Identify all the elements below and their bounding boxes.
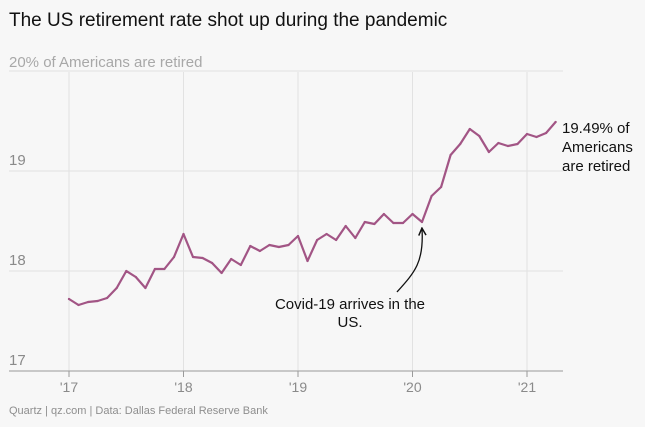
data-point bbox=[478, 134, 481, 138]
y-tick-label: 19 bbox=[9, 152, 26, 169]
y-tick-label: 17 bbox=[9, 352, 26, 369]
grid-lines bbox=[9, 70, 563, 371]
data-point bbox=[468, 127, 471, 131]
data-point bbox=[316, 238, 319, 242]
y-tick-label: 18 bbox=[9, 252, 26, 269]
data-point bbox=[335, 238, 338, 242]
data-point bbox=[182, 232, 185, 236]
data-point bbox=[201, 256, 204, 260]
data-point bbox=[134, 275, 137, 279]
data-point bbox=[430, 194, 433, 198]
x-tick-label: '19 bbox=[289, 379, 307, 395]
data-point bbox=[153, 267, 156, 271]
data-point bbox=[373, 222, 376, 226]
data-point bbox=[230, 257, 233, 261]
x-tick-label: '20 bbox=[403, 379, 421, 395]
data-point bbox=[459, 142, 462, 146]
x-tick-label: '18 bbox=[174, 379, 192, 395]
data-point bbox=[344, 224, 347, 228]
source-credit: Quartz | qz.com | Data: Dallas Federal R… bbox=[9, 405, 268, 417]
data-point bbox=[449, 153, 452, 157]
data-point bbox=[191, 255, 195, 259]
data-point bbox=[287, 243, 290, 247]
data-point bbox=[506, 144, 509, 148]
data-point bbox=[163, 267, 166, 271]
data-point bbox=[306, 259, 309, 263]
data-point bbox=[525, 132, 529, 136]
x-tick-label: '21 bbox=[518, 379, 536, 395]
y-axis-label: 20% of Americans are retired bbox=[9, 54, 202, 71]
data-point bbox=[211, 261, 214, 265]
data-point bbox=[363, 220, 366, 224]
data-point bbox=[411, 212, 414, 216]
series-line bbox=[67, 120, 557, 307]
chart-title: The US retirement rate shot up during th… bbox=[9, 10, 448, 31]
data-point bbox=[67, 297, 71, 301]
data-point bbox=[401, 221, 405, 225]
data-point bbox=[296, 234, 300, 238]
covid-annotation-line: US. bbox=[337, 314, 362, 331]
data-point bbox=[249, 244, 252, 248]
covid-arrow bbox=[396, 229, 422, 293]
data-point bbox=[382, 212, 385, 216]
data-point bbox=[87, 300, 90, 304]
data-point bbox=[392, 221, 395, 225]
data-point bbox=[96, 299, 99, 303]
data-point bbox=[516, 142, 519, 146]
data-point bbox=[440, 185, 443, 189]
data-point bbox=[277, 245, 280, 249]
data-point bbox=[354, 236, 357, 240]
last-value-annotation-line: 19.49% of bbox=[562, 120, 630, 137]
axes: 20% of Americans are retired 17 18 19 '17 '18… bbox=[9, 54, 563, 395]
data-point bbox=[239, 263, 242, 267]
x-tick-label: '17 bbox=[60, 379, 78, 395]
data-point bbox=[172, 255, 176, 259]
data-point bbox=[487, 150, 490, 154]
data-point bbox=[258, 249, 261, 253]
data-point bbox=[497, 141, 500, 145]
data-point bbox=[106, 296, 109, 300]
data-point bbox=[325, 232, 328, 236]
data-point bbox=[115, 286, 118, 290]
series-layer bbox=[67, 120, 557, 307]
data-point bbox=[268, 243, 271, 247]
data-point bbox=[545, 131, 548, 135]
data-point bbox=[144, 286, 147, 290]
last-value-annotation-line: are retired bbox=[562, 158, 630, 175]
data-point bbox=[420, 220, 424, 224]
data-point bbox=[77, 303, 80, 307]
data-point bbox=[220, 271, 223, 275]
data-point bbox=[125, 269, 128, 273]
last-value-annotation-line: Americans bbox=[562, 139, 633, 156]
data-point bbox=[554, 120, 557, 124]
data-point bbox=[535, 135, 538, 139]
covid-annotation-line: Covid-19 arrives in the bbox=[275, 296, 425, 313]
